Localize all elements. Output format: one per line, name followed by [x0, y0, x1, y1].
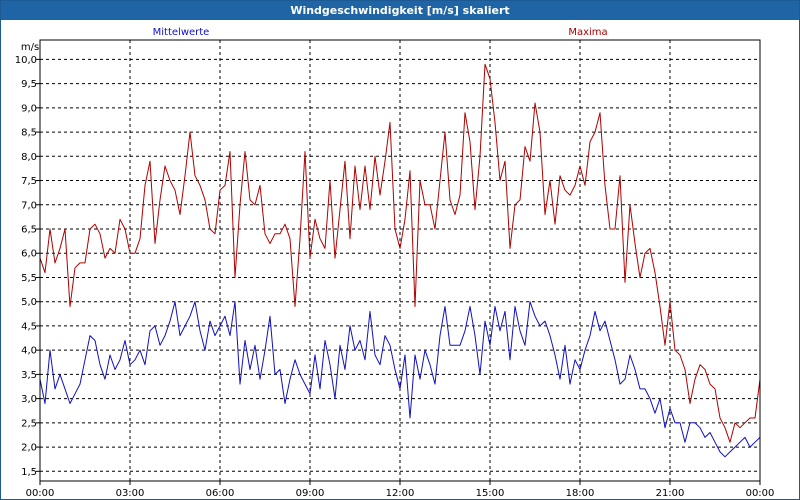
x-tick-labels: 00:0025.05.2003:0025.05.2006:0025.05.200…	[26, 481, 775, 498]
x-tick-time-label: 15:00	[476, 488, 505, 498]
y-tick-label: 7,5	[21, 176, 37, 187]
x-tick-time-label: 06:00	[206, 488, 235, 498]
x-tick-time-label: 09:00	[296, 488, 325, 498]
y-tick-label: 1,5	[21, 467, 37, 478]
window-title: Windgeschwindigkeit [m/s] skaliert	[1, 1, 799, 20]
legend-label-mittelwerte: Mittelwerte	[153, 27, 210, 38]
x-tick-time-label: 00:00	[746, 488, 775, 498]
x-tick-time-label: 12:00	[386, 488, 415, 498]
series-line-mittelwerte	[39, 301, 761, 458]
y-tick-label: 2,0	[21, 443, 37, 454]
y-tick-label: 3,5	[21, 370, 37, 381]
y-tick-label: 5,5	[21, 273, 37, 284]
y-tick-label: 10,0	[15, 55, 37, 66]
y-tick-labels: 1,5 2,0 2,5 3,0 3,5 4,0 4,5 5,0 5,5 6,0 6,5 7,0 7,5 8…	[15, 55, 40, 478]
y-tick-label: 4,0	[21, 346, 37, 357]
y-tick-label: 9,5	[21, 79, 37, 90]
legend-label-maxima: Maxima	[568, 27, 607, 38]
y-tick-label: 5,0	[21, 297, 37, 308]
x-tick-time-label: 03:00	[116, 488, 145, 498]
y-axis-unit-label: m/s	[21, 42, 39, 53]
y-tick-label: 2,5	[21, 418, 37, 429]
y-tick-label: 8,0	[21, 152, 37, 163]
y-tick-label: 3,0	[21, 394, 37, 405]
y-tick-label: 6,5	[21, 225, 37, 236]
y-tick-label: 8,5	[21, 128, 37, 139]
series-line-maxima	[39, 63, 761, 443]
wind-speed-chart: Mittelwerte Maxima m/s 1,5 2,0 2,5 3,0 3,5 4,…	[15, 27, 775, 498]
x-tick-time-label: 00:00	[26, 488, 55, 498]
y-tick-label: 9,0	[21, 103, 37, 114]
y-tick-label: 6,0	[21, 249, 37, 260]
x-tick-time-label: 18:00	[566, 488, 595, 498]
series-layer	[39, 63, 761, 458]
grid-layer	[40, 40, 760, 481]
y-tick-label: 7,0	[21, 200, 37, 211]
y-tick-label: 4,5	[21, 321, 37, 332]
x-tick-time-label: 21:00	[656, 488, 685, 498]
